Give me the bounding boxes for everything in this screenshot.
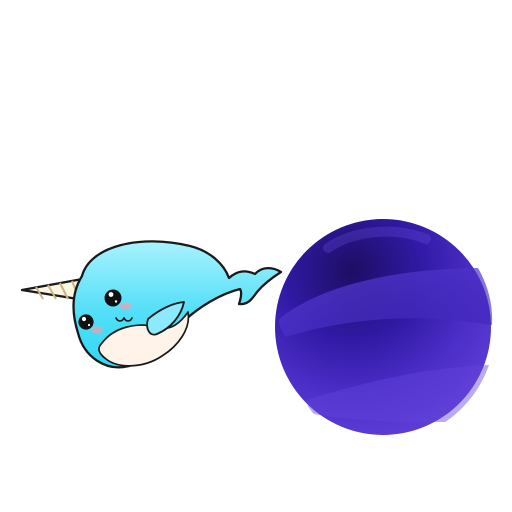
planet-band-bottom bbox=[306, 365, 489, 422]
planet-highlight bbox=[323, 226, 431, 253]
planet-icon bbox=[275, 219, 493, 435]
left-cheek-blush bbox=[91, 326, 103, 334]
planet-band-top bbox=[279, 268, 493, 337]
narwhal-face bbox=[78, 289, 132, 334]
narwhal-body bbox=[72, 240, 283, 369]
right-eye-icon bbox=[104, 289, 122, 307]
right-cheek-blush bbox=[120, 302, 132, 310]
left-eye-icon bbox=[78, 314, 94, 330]
narwhal-icon bbox=[20, 240, 283, 369]
